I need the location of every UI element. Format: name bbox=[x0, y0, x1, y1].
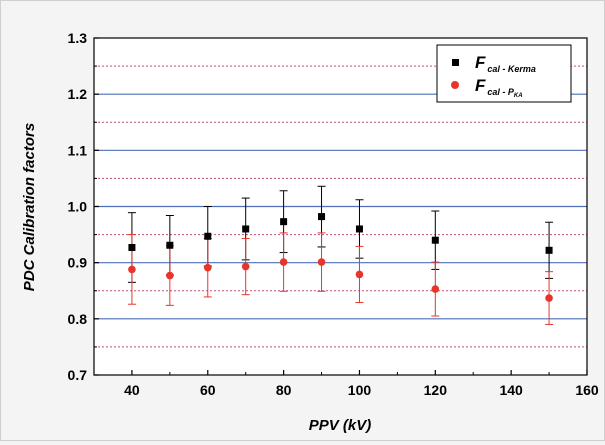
y-tick-label: 0.8 bbox=[68, 311, 88, 327]
data-point-pka bbox=[317, 258, 326, 266]
data-point-pka bbox=[166, 271, 174, 280]
data-point-pka bbox=[241, 262, 250, 271]
data-point-kerma bbox=[355, 225, 363, 233]
y-axis-label: PDC Calibration factors bbox=[21, 123, 38, 291]
y-tick-label: 1.3 bbox=[68, 30, 88, 46]
y-tick-label: 0.7 bbox=[68, 367, 88, 383]
data-point-kerma bbox=[242, 225, 250, 233]
legend-pka-subsub: KA bbox=[514, 93, 523, 99]
y-tick-label: 1.0 bbox=[68, 199, 88, 215]
x-tick-label: 160 bbox=[575, 382, 599, 398]
legend-marker-square bbox=[452, 59, 459, 66]
y-tick-label: 1.1 bbox=[68, 142, 88, 158]
data-point-kerma bbox=[431, 236, 439, 244]
data-point-pka bbox=[279, 258, 288, 266]
data-point-pka bbox=[128, 265, 136, 274]
legend-pka-sub: cal - P bbox=[487, 87, 515, 97]
legend-pka-main: F bbox=[475, 76, 486, 95]
x-tick-label: 60 bbox=[200, 382, 216, 398]
legend-kerma-sub: cal - Kerma bbox=[487, 64, 536, 74]
x-axis-label: PPV (kV) bbox=[309, 417, 372, 434]
legend-marker-circle bbox=[451, 81, 459, 89]
markers-layer bbox=[128, 213, 553, 302]
data-point-kerma bbox=[128, 244, 136, 252]
data-point-kerma bbox=[545, 246, 553, 254]
ticks-layer: 0.7 0.8 0.9 1.0 1.1 1.2 1.3 40 60 80 100 120 140 160 bbox=[68, 30, 599, 398]
data-point-pka bbox=[545, 294, 553, 302]
x-tick-label: 140 bbox=[499, 382, 523, 398]
data-point-kerma bbox=[204, 232, 212, 240]
data-point-kerma bbox=[318, 213, 326, 221]
grid-layer bbox=[94, 65, 587, 348]
data-point-pka bbox=[203, 263, 212, 272]
data-point-pka bbox=[355, 270, 364, 279]
y-tick-label: 0.9 bbox=[68, 255, 88, 271]
y-tick-label: 1.2 bbox=[68, 86, 88, 102]
legend-box bbox=[436, 44, 572, 103]
x-tick-label: 40 bbox=[124, 382, 140, 398]
data-point-kerma bbox=[166, 241, 174, 249]
legend-kerma-main: F bbox=[475, 53, 486, 72]
data-point-pka bbox=[431, 285, 440, 293]
x-tick-label: 120 bbox=[424, 382, 448, 398]
data-point-kerma bbox=[280, 218, 288, 226]
x-tick-label: 80 bbox=[276, 382, 292, 398]
x-tick-label: 100 bbox=[348, 382, 372, 398]
